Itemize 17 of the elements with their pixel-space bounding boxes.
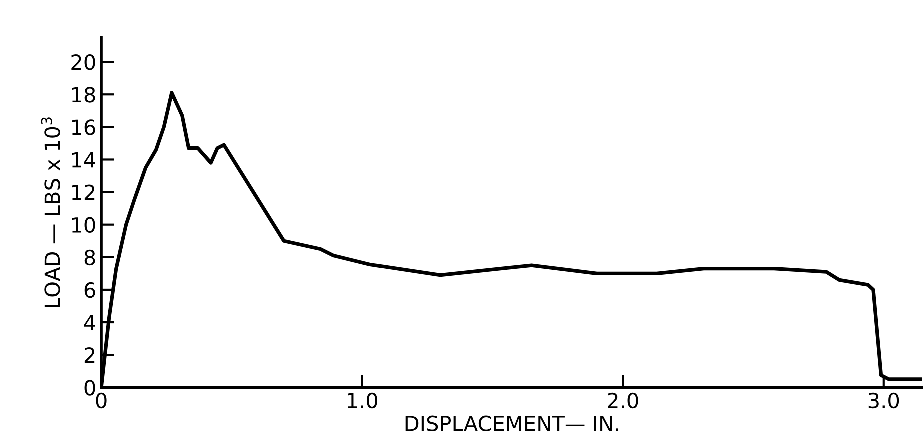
x-tick-label: 1.0 — [348, 392, 378, 409]
y-tick-label: 8 — [84, 250, 96, 266]
y-axis-title: LOAD — LBS x 10$^{3}$ — [41, 118, 60, 308]
x-tick-label: 3.0 — [868, 392, 900, 409]
y-tick-label: 10 — [72, 217, 96, 234]
y-tick-label: 16 — [72, 120, 96, 136]
y-tick-label: 20 — [72, 54, 96, 70]
y-tick-label: 12 — [72, 184, 95, 200]
x-tick-label: 2.0 — [608, 392, 638, 409]
y-tick-label: 2 — [84, 348, 95, 363]
x-tick-label: 0 — [96, 392, 107, 409]
y-tick-label: 4 — [84, 315, 96, 330]
x-axis-title: DISPLACEMENT— IN. — [406, 416, 618, 432]
y-tick-label: 14 — [72, 152, 96, 168]
y-tick-label: 18 — [72, 87, 96, 103]
y-tick-label: 6 — [84, 282, 96, 298]
y-tick-label: 0 — [84, 380, 96, 396]
